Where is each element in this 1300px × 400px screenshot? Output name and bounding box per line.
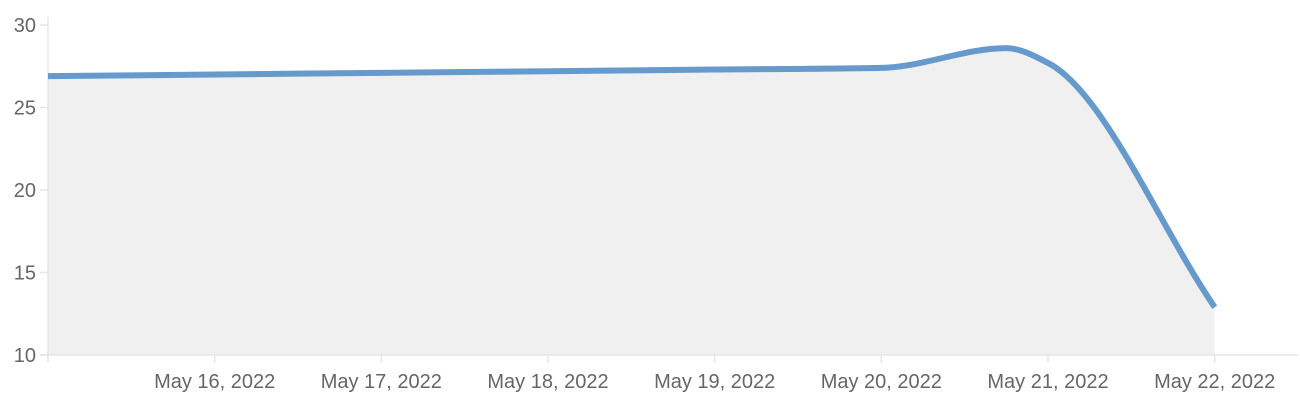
x-tick-label-5: May 21, 2022 — [987, 371, 1108, 393]
y-tick-label-20: 20 — [14, 180, 36, 202]
x-tick-label-1: May 17, 2022 — [321, 371, 442, 393]
x-tick-label-3: May 19, 2022 — [654, 371, 775, 393]
series-line — [47, 45, 1218, 309]
x-tick-label-0: May 16, 2022 — [154, 371, 275, 393]
area-fill — [48, 48, 1215, 355]
x-tick-label-4: May 20, 2022 — [821, 371, 942, 393]
x-tick-label-6: May 22, 2022 — [1154, 371, 1275, 393]
y-tick-label-15: 15 — [14, 263, 36, 285]
y-tick-label-25: 25 — [14, 98, 36, 120]
y-tick-label-30: 30 — [14, 15, 36, 37]
x-tick-label-2: May 18, 2022 — [487, 371, 608, 393]
y-tick-label-10: 10 — [14, 345, 36, 367]
